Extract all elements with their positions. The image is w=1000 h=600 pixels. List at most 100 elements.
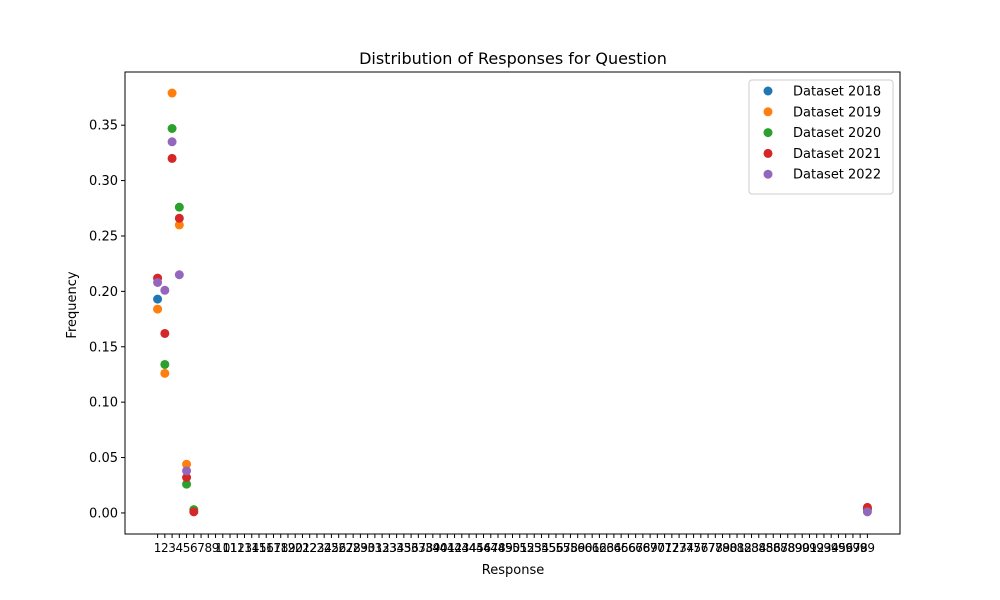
x-tick-label: 46	[476, 541, 491, 555]
data-point	[167, 153, 177, 163]
x-tick-label: 93	[816, 541, 831, 555]
x-tick-label: 31	[367, 541, 382, 555]
x-tick-label: 61	[585, 541, 600, 555]
x-tick-label: 49	[498, 541, 513, 555]
x-tick-label: 24	[317, 541, 332, 555]
data-point	[167, 137, 177, 147]
x-tick-label: 55	[541, 541, 556, 555]
x-tick-label: 40	[432, 541, 447, 555]
y-tick-label: 0.30	[89, 174, 118, 189]
x-tick-label: 89	[787, 541, 802, 555]
x-tick-label: 52	[519, 541, 534, 555]
x-tick-label: 45	[469, 541, 484, 555]
data-point	[182, 472, 192, 482]
legend-marker	[763, 86, 773, 96]
series-0	[153, 294, 872, 514]
chart-title: Distribution of Responses for Question	[359, 49, 667, 68]
x-tick-label: 23	[309, 541, 324, 555]
x-tick-label: 38	[418, 541, 433, 555]
x-tick-label: 99	[860, 541, 875, 555]
x-tick-label: 79	[715, 541, 730, 555]
data-point	[182, 459, 192, 469]
x-tick-label: 9	[212, 541, 220, 555]
x-tick-label: 12	[230, 541, 245, 555]
x-tick-label: 6	[190, 541, 198, 555]
legend-marker	[763, 169, 773, 179]
x-tick-label: 95	[831, 541, 846, 555]
x-tick-label: 78	[708, 541, 723, 555]
x-tick-label: 39	[425, 541, 440, 555]
x-tick-label: 25	[324, 541, 339, 555]
x-tick-label: 98	[853, 541, 868, 555]
x-tick-label: 51	[512, 541, 527, 555]
x-tick-label: 60	[577, 541, 592, 555]
x-tick-label: 22	[302, 541, 317, 555]
legend-label: Dataset 2021	[793, 147, 881, 162]
x-tick-label: 1	[154, 541, 162, 555]
legend-label: Dataset 2022	[793, 168, 881, 183]
legend-label: Dataset 2019	[793, 105, 881, 120]
x-tick-label: 76	[693, 541, 708, 555]
data-point	[182, 466, 192, 476]
data-point	[160, 359, 170, 369]
x-tick-label: 53	[527, 541, 542, 555]
x-tick-label: 80	[722, 541, 737, 555]
x-tick-label: 94	[824, 541, 839, 555]
x-tick-label: 59	[570, 541, 585, 555]
x-tick-label: 4	[176, 541, 184, 555]
x-tick-label: 29	[353, 541, 368, 555]
x-tick-label: 62	[592, 541, 607, 555]
x-tick-label: 64	[606, 541, 621, 555]
x-tick-label: 36	[403, 541, 418, 555]
y-axis-label: Frequency	[65, 271, 80, 338]
x-tick-label: 10	[215, 541, 230, 555]
x-tick-label: 18	[273, 541, 288, 555]
x-tick-label: 48	[490, 541, 505, 555]
x-tick-label: 92	[809, 541, 824, 555]
y-tick-label: 0.15	[89, 340, 118, 355]
x-tick-label: 42	[447, 541, 462, 555]
x-tick-label: 84	[751, 541, 766, 555]
data-point	[160, 368, 170, 378]
x-tick-label: 27	[338, 541, 353, 555]
x-tick-label: 16	[259, 541, 274, 555]
x-tick-label: 8	[204, 541, 212, 555]
series-3	[153, 153, 872, 517]
data-point	[189, 507, 199, 517]
data-point	[174, 220, 184, 230]
x-tick-label: 73	[671, 541, 686, 555]
x-tick-label: 82	[737, 541, 752, 555]
x-tick-label: 85	[758, 541, 773, 555]
x-tick-label: 75	[686, 541, 701, 555]
x-tick-label: 69	[642, 541, 657, 555]
y-tick-label: 0.25	[89, 229, 118, 244]
x-tick-label: 87	[773, 541, 788, 555]
x-axis-label: Response	[482, 563, 544, 578]
x-tick-label: 97	[845, 541, 860, 555]
x-tick-label: 83	[744, 541, 759, 555]
data-point	[153, 294, 163, 304]
y-tick-label: 0.10	[89, 396, 118, 411]
legend: Dataset 2018 Dataset 2019 Dataset 2020 Data…	[748, 79, 894, 195]
data-point	[174, 213, 184, 223]
data-point	[174, 202, 184, 212]
x-tick-label: 7	[197, 541, 205, 555]
data-point	[167, 124, 177, 134]
x-tick-label: 43	[454, 541, 469, 555]
x-tick-label: 30	[360, 541, 375, 555]
x-tick-label: 77	[700, 541, 715, 555]
x-tick-label: 50	[505, 541, 520, 555]
x-tick-label: 20	[288, 541, 303, 555]
legend-marker	[763, 148, 773, 158]
data-point	[167, 88, 177, 98]
legend-label: Dataset 2018	[793, 85, 881, 100]
data-point	[153, 304, 163, 314]
plot-area: 0.000.050.100.150.200.250.300.351 2 3 4 5 6 7 8…	[89, 71, 901, 555]
x-tick-label: 37	[411, 541, 426, 555]
data-point	[182, 479, 192, 489]
x-tick-label: 21	[295, 541, 310, 555]
y-tick-label: 0.20	[89, 285, 118, 300]
legend-marker	[763, 128, 773, 138]
x-tick-label: 67	[628, 541, 643, 555]
